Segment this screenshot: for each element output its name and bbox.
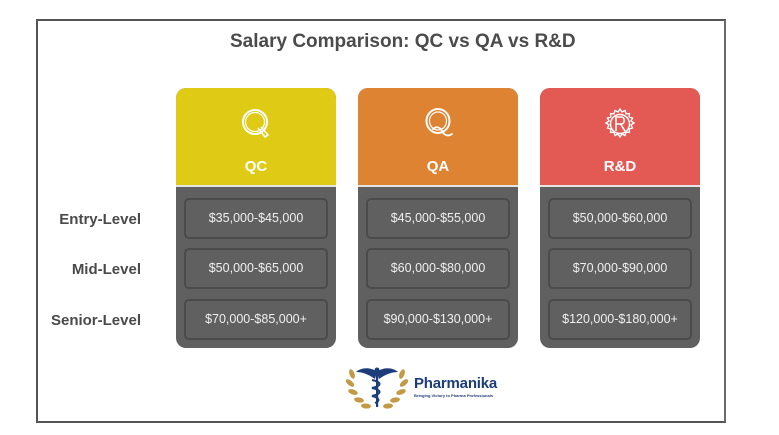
card-rnd: R&D $50,000-$60,000 $70,000-$90,000 $120…	[540, 88, 700, 348]
r-gear-icon	[602, 106, 638, 142]
letter-q-script-icon	[420, 106, 456, 142]
qc-entry-salary: $35,000-$45,000	[184, 198, 328, 239]
row-label-mid-level: Mid-Level	[71, 261, 141, 278]
caduceus-laurel-icon	[344, 360, 410, 412]
card-qc: QC $35,000-$45,000 $50,000-$65,000 $70,0…	[176, 88, 336, 348]
qa-mid-salary: $60,000-$80,000	[366, 248, 510, 289]
card-qa-header: QA	[358, 88, 518, 187]
rnd-mid-salary: $70,000-$90,000	[548, 248, 692, 289]
card-qa: QA $45,000-$55,000 $60,000-$80,000 $90,0…	[358, 88, 518, 348]
card-qc-title: QC	[244, 158, 268, 175]
qc-senior-salary: $70,000-$85,000+	[184, 299, 328, 340]
qa-entry-salary: $45,000-$55,000	[366, 198, 510, 239]
rnd-entry-salary: $50,000-$60,000	[548, 198, 692, 239]
qc-mid-salary: $50,000-$65,000	[184, 248, 328, 289]
logo-name: Pharmanika	[414, 375, 498, 392]
card-rnd-header: R&D	[540, 88, 700, 187]
pharmanika-logo: Pharmanika Bringing Victory to Pharma Pr…	[344, 360, 514, 412]
card-qa-title: QA	[426, 158, 450, 175]
rnd-senior-salary: $120,000-$180,000+	[548, 299, 692, 340]
card-rnd-title: R&D	[603, 158, 637, 175]
page-title: Salary Comparison: QC vs QA vs R&D	[230, 31, 576, 52]
row-label-senior-level: Senior-Level	[50, 312, 141, 329]
row-label-entry-level: Entry-Level	[59, 211, 141, 228]
letter-q-icon	[238, 106, 274, 142]
logo-tagline: Bringing Victory to Pharma Professionals	[414, 393, 494, 398]
card-qc-header: QC	[176, 88, 336, 187]
qa-senior-salary: $90,000-$130,000+	[366, 299, 510, 340]
